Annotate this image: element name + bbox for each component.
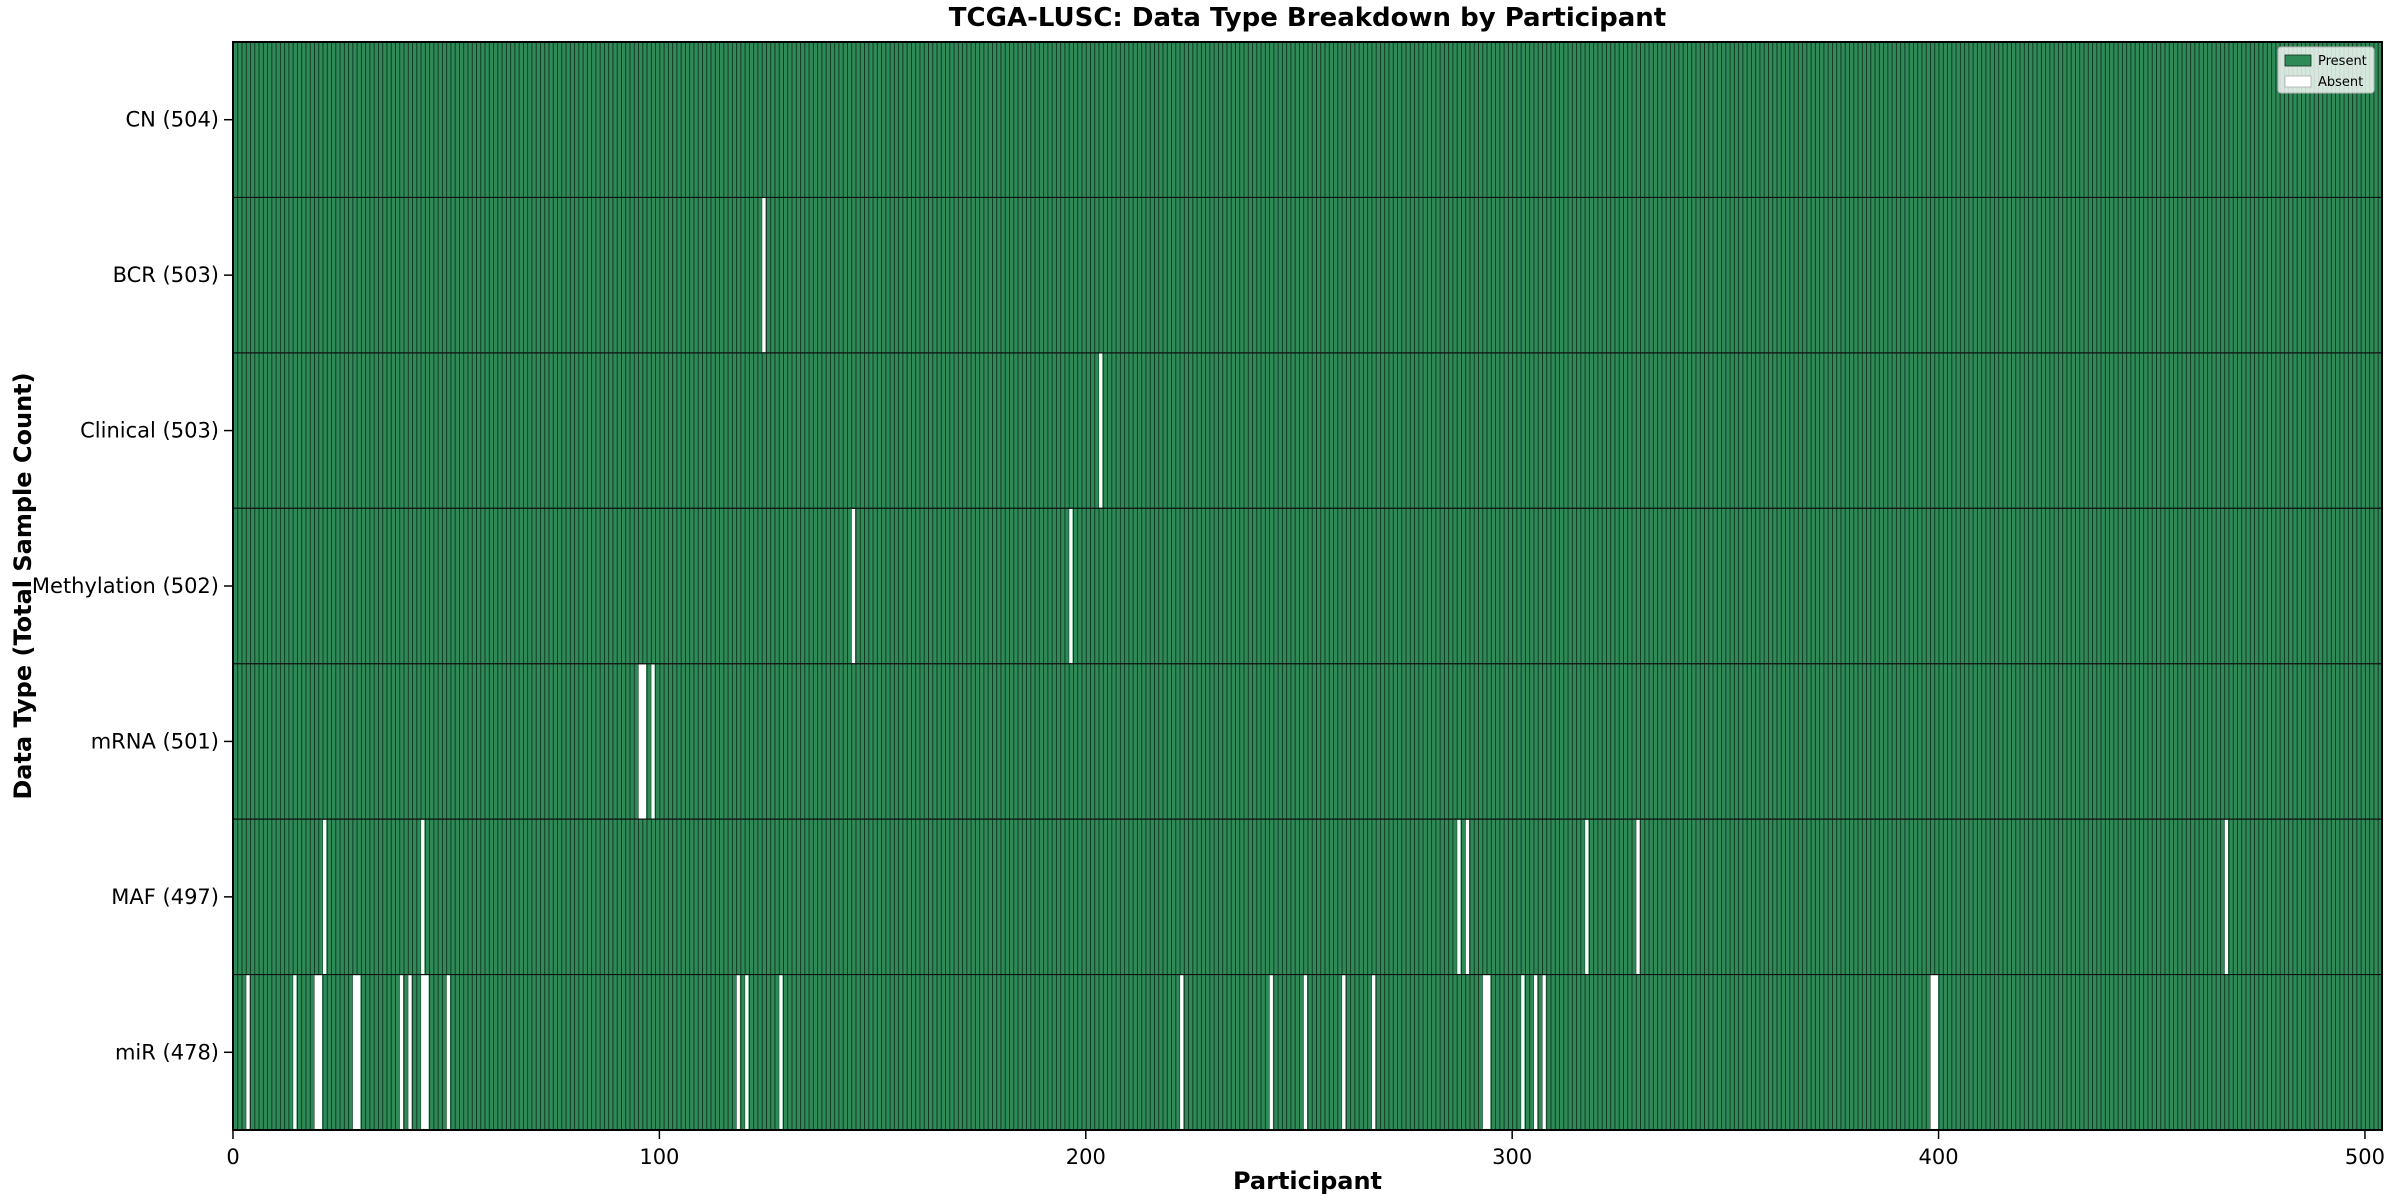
y-tick-label-cn: CN (504) (125, 108, 219, 132)
x-tick-label: 500 (2345, 1145, 2385, 1169)
absent-gap-mir (314, 975, 323, 1130)
absent-gap-mir (399, 975, 404, 1130)
legend-label-absent: Absent (2318, 75, 2363, 90)
row-present-methylation (233, 508, 2382, 664)
y-tick-label-mrna: mRNA (501) (91, 729, 219, 753)
absent-gap-mir (1533, 975, 1538, 1130)
absent-gap-bcr (762, 198, 766, 353)
absent-gap-mir (1482, 975, 1491, 1130)
x-tick-label: 100 (639, 1145, 679, 1169)
absent-gap-maf (1457, 819, 1461, 974)
chart-title: TCGA-LUSC: Data Type Breakdown by Partic… (948, 3, 1667, 33)
y-axis-label: Data Type (Total Sample Count) (9, 372, 37, 800)
x-tick-label: 300 (1492, 1145, 1532, 1169)
row-present-mrna (233, 663, 2382, 820)
absent-gap-maf (323, 819, 327, 974)
absent-gap-maf (1636, 819, 1640, 974)
row-present-maf (233, 819, 2382, 975)
row-present-mir (233, 974, 2382, 1130)
absent-gap-mir (246, 975, 250, 1130)
plot-border (232, 41, 2383, 1131)
row-present-cn (233, 42, 2382, 198)
absent-gap-mir (293, 975, 297, 1130)
x-tick-label: 200 (1066, 1145, 1106, 1169)
absent-gap-maf (2224, 819, 2228, 974)
absent-gap-maf (1465, 819, 1470, 974)
absent-gap-methylation (1069, 508, 1073, 664)
y-tick-label-clinical: Clinical (503) (80, 419, 219, 443)
absent-gap-mrna (651, 664, 655, 819)
x-axis-label: Participant (1232, 1167, 1383, 1195)
legend-label-present: Present (2318, 54, 2367, 69)
absent-gap-maf (421, 819, 425, 974)
y-tick-label-maf: MAF (497) (111, 885, 219, 909)
row-present-clinical (233, 352, 2382, 509)
row-present-bcr (233, 197, 2382, 353)
absent-gap-mir (1342, 975, 1346, 1130)
absent-gap-mir (1521, 975, 1525, 1130)
absent-gap-mir (352, 975, 361, 1130)
absent-gap-mir (408, 975, 412, 1130)
y-tick-label-bcr: BCR (503) (113, 263, 219, 287)
absent-gap-mir (1371, 975, 1376, 1130)
legend-swatch-present (2284, 54, 2312, 67)
absent-gap-mir (1303, 975, 1307, 1130)
absent-gap-mir (1542, 975, 1546, 1130)
absent-gap-mir (446, 975, 450, 1130)
absent-gap-maf (1585, 819, 1589, 974)
absent-gap-mir (421, 975, 429, 1130)
absent-gap-clinical (1099, 353, 1103, 508)
x-tick-label: 0 (226, 1145, 239, 1169)
absent-gap-mir (779, 975, 783, 1130)
absent-gap-mrna (638, 664, 647, 819)
legend-swatch-absent (2284, 75, 2312, 88)
y-tick-label-methylation: Methylation (502) (32, 574, 219, 598)
absent-gap-mir (1180, 975, 1184, 1130)
absent-gap-mir (1269, 975, 1273, 1130)
absent-gap-mir (745, 975, 749, 1130)
absent-gap-mir (1930, 975, 1939, 1130)
absent-gap-methylation (851, 508, 856, 664)
x-tick-label: 400 (1919, 1145, 1959, 1169)
y-tick-label-mir: miR (478) (115, 1040, 219, 1064)
absent-gap-mir (736, 975, 740, 1130)
